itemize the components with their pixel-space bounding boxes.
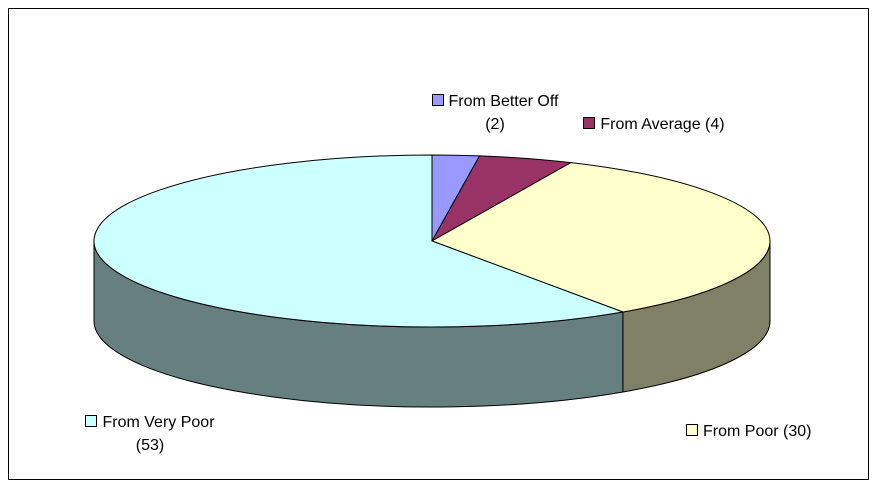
label-name: From Average	[600, 116, 701, 133]
label-value: (30)	[783, 423, 812, 440]
pie-slice	[93, 154, 625, 328]
legend-swatch	[85, 415, 98, 427]
data-label: From Poor (30)	[686, 420, 861, 443]
legend-swatch	[431, 94, 444, 106]
label-name: From Better Off	[448, 93, 559, 110]
label-value: (4)	[705, 116, 725, 133]
label-value: (2)	[485, 116, 505, 133]
pie-slice	[430, 162, 771, 313]
data-label: From Average (4)	[568, 113, 740, 136]
legend-swatch	[583, 117, 596, 129]
data-label: From Better Off (2)	[425, 90, 565, 136]
label-value: (53)	[135, 437, 165, 454]
legend-swatch	[686, 424, 698, 436]
data-label: From Very Poor (53)	[85, 411, 215, 457]
label-name: From Very Poor	[102, 414, 215, 431]
label-name: From Poor	[703, 423, 779, 440]
